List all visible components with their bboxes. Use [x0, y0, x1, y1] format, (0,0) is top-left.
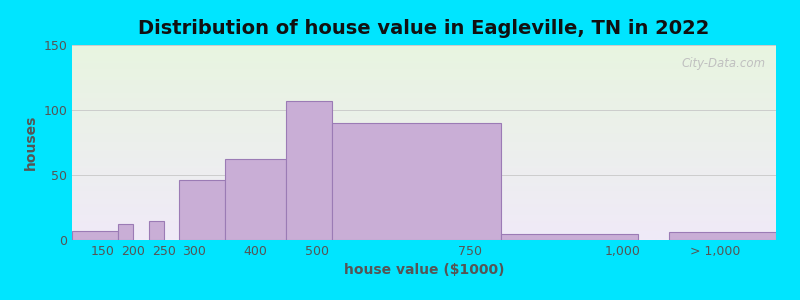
Bar [225, 159, 286, 240]
Bar [286, 101, 332, 240]
Bar [669, 232, 776, 240]
Bar [72, 231, 118, 240]
Bar [149, 220, 164, 240]
Bar [179, 180, 225, 240]
Bar [332, 123, 501, 240]
Y-axis label: houses: houses [24, 115, 38, 170]
Bar [501, 233, 638, 240]
X-axis label: house value ($1000): house value ($1000) [344, 263, 504, 278]
Text: City-Data.com: City-Data.com [682, 57, 766, 70]
Bar [118, 224, 134, 240]
Title: Distribution of house value in Eagleville, TN in 2022: Distribution of house value in Eaglevill… [138, 19, 710, 38]
